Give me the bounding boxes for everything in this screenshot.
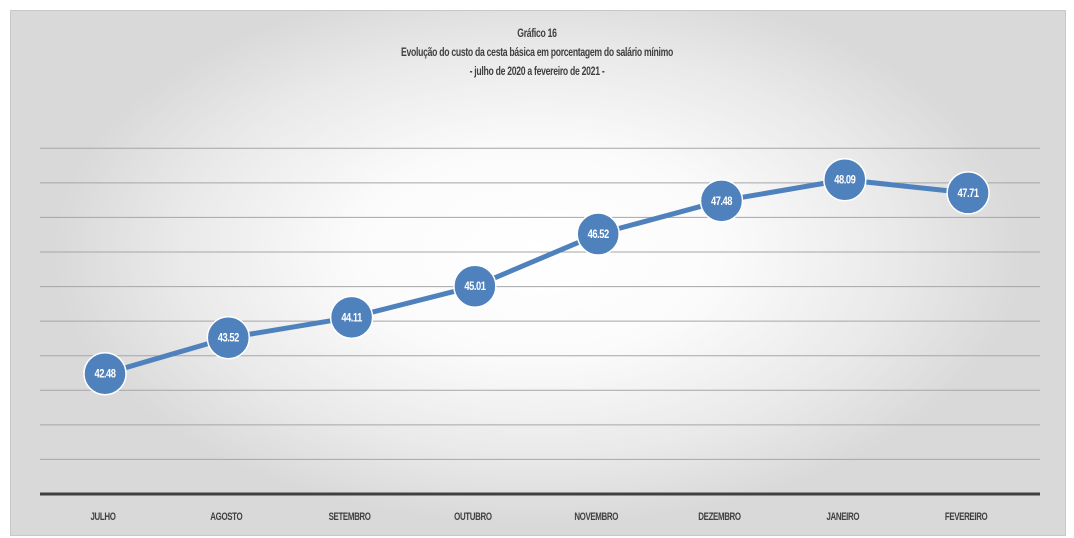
- data-point-marker: [823, 157, 867, 202]
- x-tick-label: JANEIRO: [826, 511, 859, 524]
- data-point-marker: [329, 295, 374, 340]
- gridlines: [40, 147, 1040, 496]
- x-tick-labels: JULHO AGOSTO SETEMBRO OUTUBRO NOVEMBRO DEZEMB…: [90, 511, 988, 524]
- data-label: 46.52: [588, 228, 610, 241]
- chart-title-line-3: - julho de 2020 a fevereiro de 2021 -: [469, 64, 605, 78]
- x-tick-label: SETEMBRO: [329, 511, 372, 524]
- chart-frame: [10, 10, 1066, 536]
- x-tick-label: JULHO: [90, 511, 116, 524]
- x-tick-label: FEVEREIRO: [945, 511, 988, 524]
- data-point-marker: [946, 171, 990, 215]
- data-point-marker: [83, 351, 127, 396]
- series-group: 42.48 43.52 44.11 45.01 46.52 47.48 48.09 47.71: [83, 157, 990, 396]
- x-tick-label: OUTUBRO: [454, 511, 492, 524]
- x-tick-label: DEZEMBRO: [698, 511, 741, 524]
- data-label: 48.09: [834, 174, 856, 187]
- data-label: 47.48: [711, 195, 733, 208]
- data-label: 44.11: [341, 311, 362, 324]
- data-label: 42.48: [94, 368, 116, 381]
- chart-title-line-2: Evolução do custo da cesta básica em por…: [401, 45, 673, 59]
- chart-title-block: Gráfico 16 Evolução do custo da cesta bá…: [0, 24, 1074, 81]
- x-tick-label: AGOSTO: [210, 511, 243, 524]
- data-label: 45.01: [464, 280, 486, 293]
- chart-title-line-1: Gráfico 16: [517, 26, 557, 40]
- data-label: 47.71: [958, 187, 980, 200]
- x-tick-label: NOVEMBRO: [574, 511, 619, 524]
- data-label: 43.52: [218, 332, 240, 345]
- data-point-marker: [699, 179, 744, 223]
- data-point-marker: [576, 212, 620, 256]
- data-point-marker: [453, 264, 497, 308]
- data-point-marker: [206, 315, 251, 360]
